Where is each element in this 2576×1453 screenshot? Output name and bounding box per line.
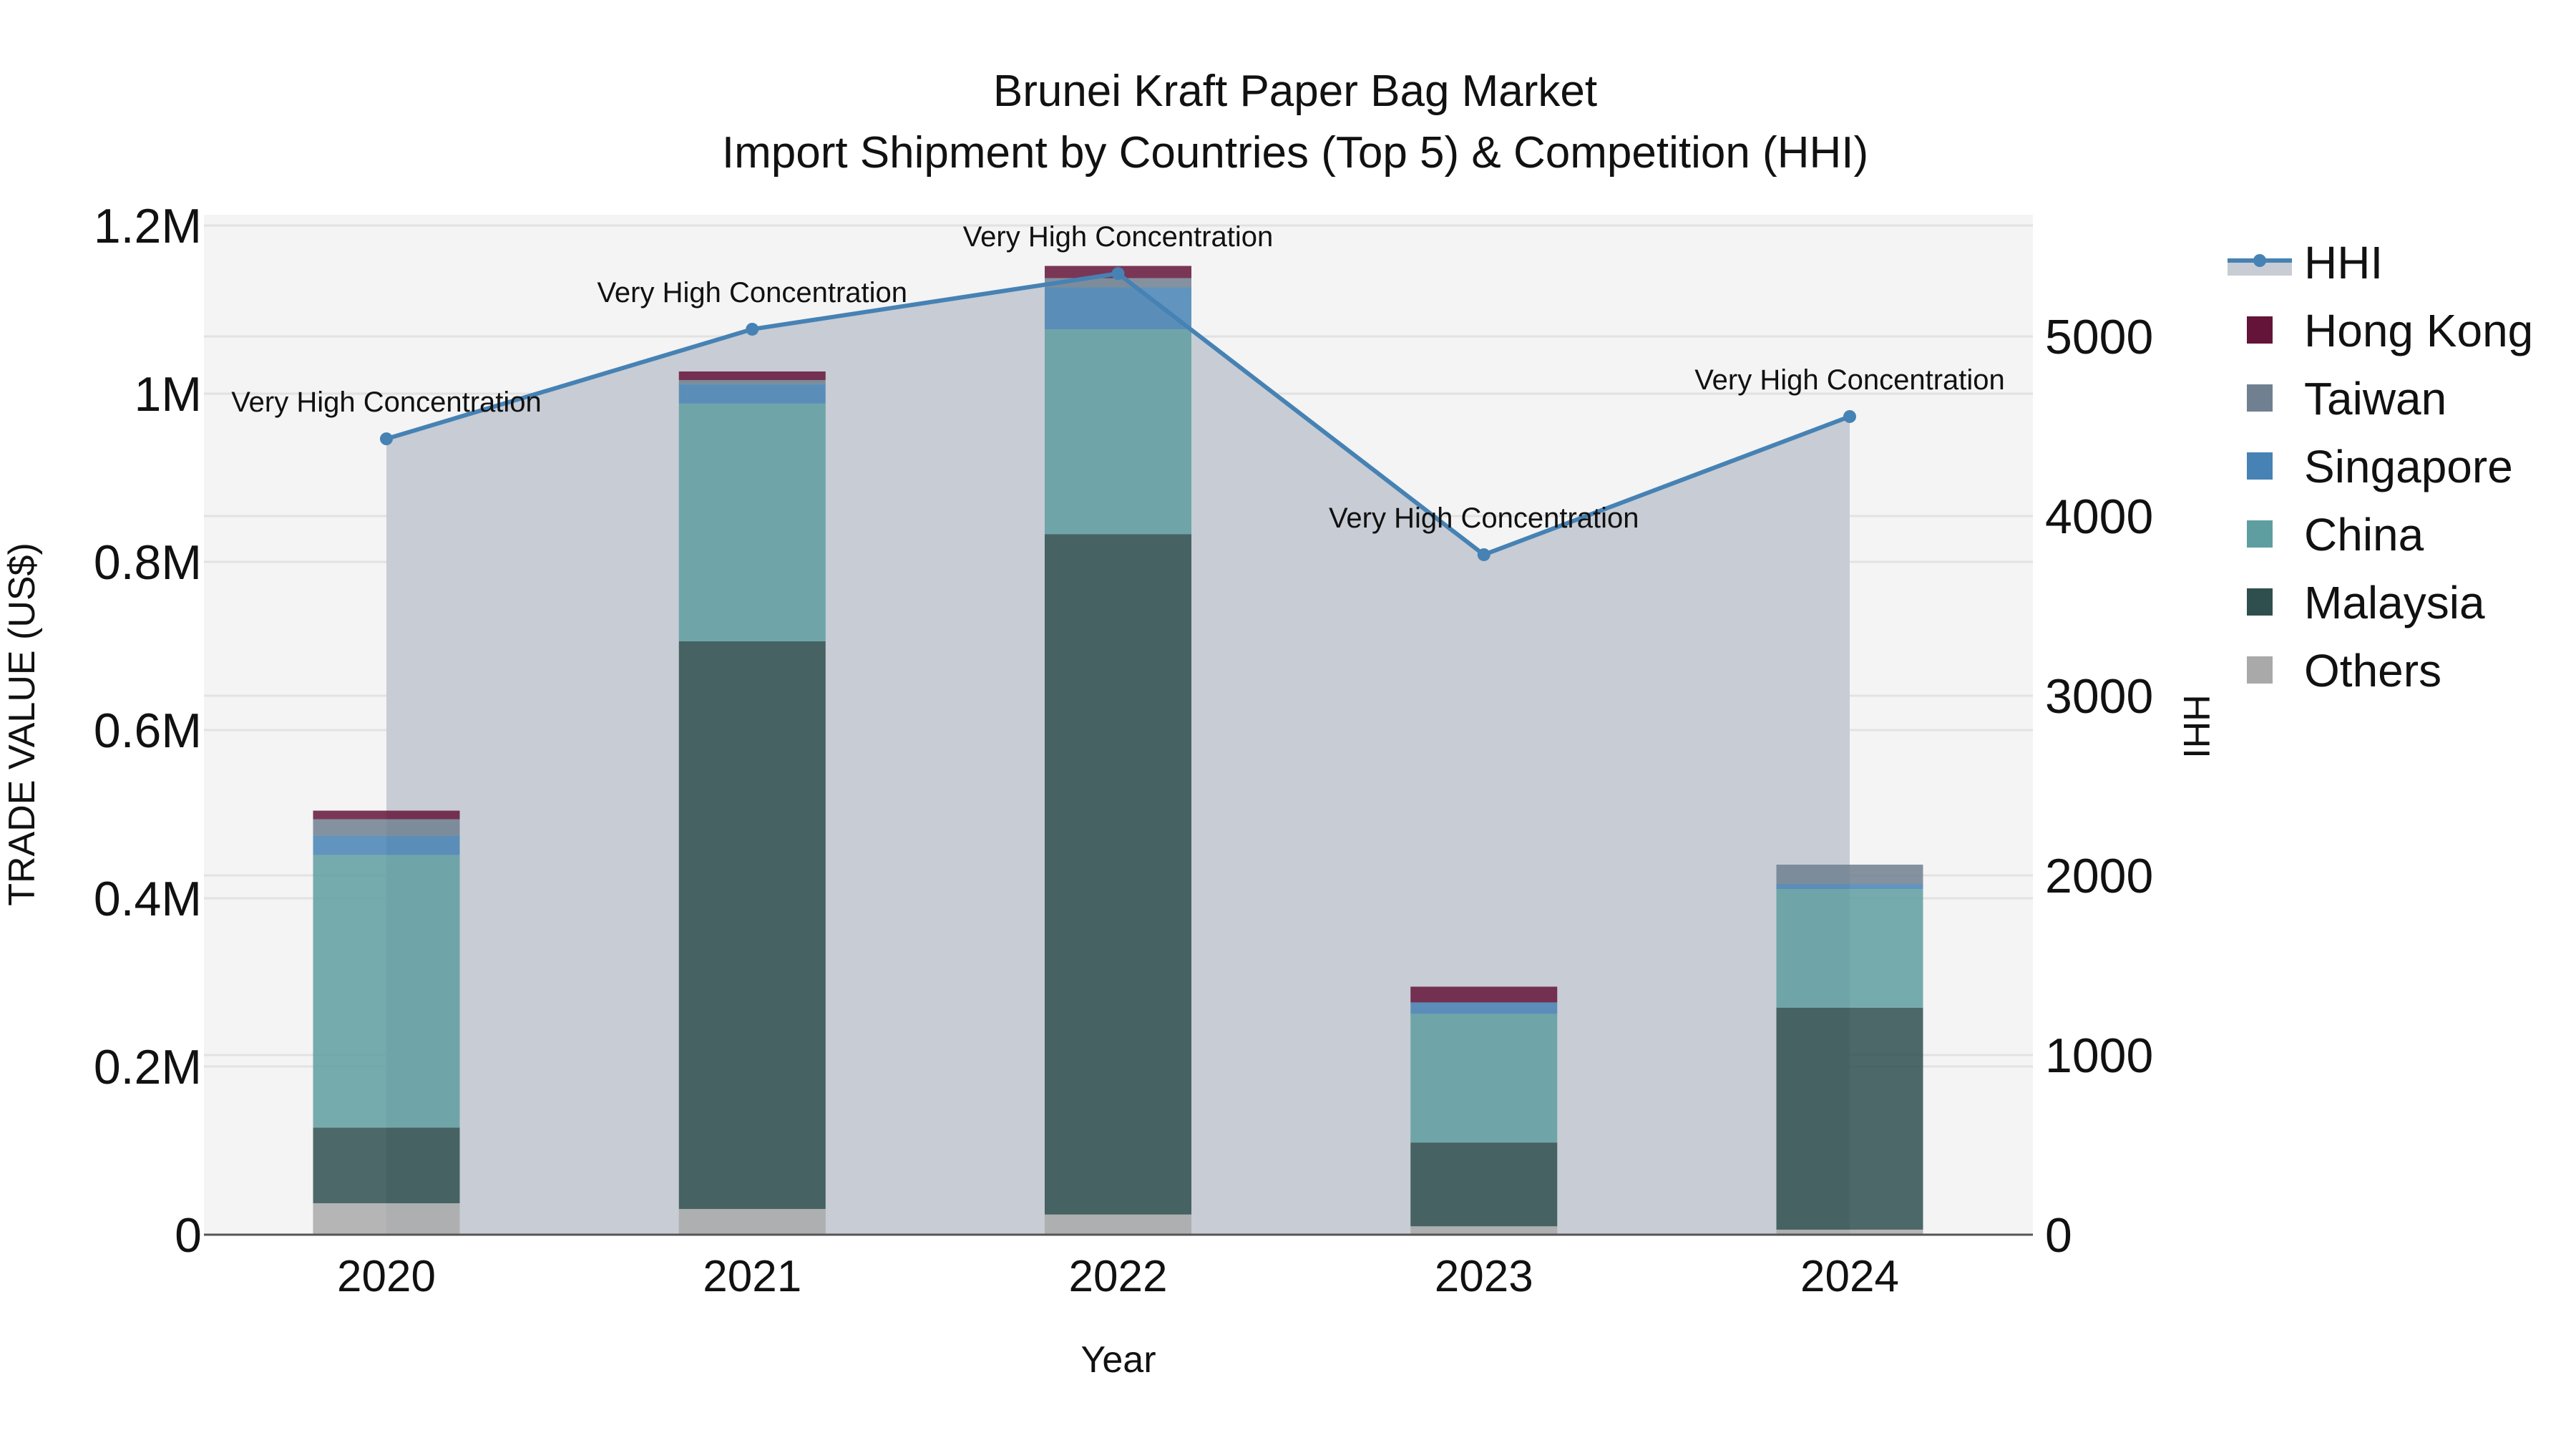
y-tick-right: 4000: [2045, 490, 2153, 544]
legend-item-hong-kong[interactable]: Hong Kong: [2247, 305, 2533, 356]
y-tick-left: 0.8M: [94, 535, 202, 590]
bar-stack-2022[interactable]: [1045, 266, 1191, 1235]
bar-segment-malaysia[interactable]: [1410, 1142, 1558, 1227]
bar-segment-taiwan[interactable]: [1776, 865, 1923, 885]
y-tick-right: 5000: [2045, 310, 2153, 364]
hhi-annotations: Very High Concentration Very High Concent…: [231, 221, 2005, 534]
bar-stack-2024[interactable]: [1776, 865, 1923, 1235]
hhi-marker[interactable]: [746, 322, 759, 336]
legend-swatch-icon: [2247, 588, 2273, 616]
legend-label: HHI: [2304, 237, 2383, 288]
bar-segment-china[interactable]: [1045, 329, 1191, 535]
hhi-legend-marker-icon: [2253, 254, 2266, 267]
bar-segment-singapore[interactable]: [1776, 884, 1923, 890]
legend-swatch-icon: [2247, 384, 2273, 412]
bar-segment-malaysia[interactable]: [678, 641, 826, 1210]
y-tick-right: 2000: [2045, 849, 2153, 903]
chart-title: Brunei Kraft Paper Bag Market: [993, 67, 1597, 116]
bar-segment-singapore[interactable]: [1045, 287, 1191, 330]
x-tick-2021: 2021: [703, 1252, 801, 1301]
bar-segment-china[interactable]: [1776, 889, 1923, 1008]
legend-label: China: [2304, 509, 2424, 560]
hhi-marker[interactable]: [1111, 267, 1125, 281]
bar-segment-singapore[interactable]: [1410, 1002, 1558, 1014]
y-tick-left: 0.6M: [94, 704, 202, 758]
y-tick-left: 1.2M: [94, 199, 202, 253]
y-axis-left-title: TRADE VALUE (US$): [1, 543, 43, 906]
legend-label: Singapore: [2304, 441, 2513, 492]
legend-item-singapore[interactable]: Singapore: [2247, 441, 2513, 492]
x-axis-title: Year: [1080, 1339, 1156, 1381]
x-tick-2023: 2023: [1435, 1252, 1533, 1301]
x-tick-2022: 2022: [1069, 1252, 1168, 1301]
legend-item-malaysia[interactable]: Malaysia: [2247, 577, 2485, 628]
bar-segment-china[interactable]: [313, 855, 460, 1128]
bar-segment-others[interactable]: [1776, 1229, 1923, 1235]
y-tick-left: 0: [175, 1208, 202, 1263]
bar-segment-others[interactable]: [313, 1203, 460, 1235]
hhi-legend-fill-icon: [2228, 261, 2292, 276]
legend-swatch-icon: [2247, 656, 2273, 684]
legend-label: Others: [2304, 645, 2441, 696]
hhi-annotation: Very High Concentration: [1329, 502, 1639, 534]
y-tick-left: 1M: [135, 367, 202, 422]
hhi-line: [380, 267, 1856, 561]
bar-segment-hong-kong[interactable]: [1410, 986, 1558, 1003]
x-axis-ticks: 2020 2021 2022 2023 2024: [337, 1252, 1899, 1301]
hhi-annotation: Very High Concentration: [963, 221, 1274, 253]
bar-segment-singapore[interactable]: [678, 384, 826, 404]
stacked-bars: [313, 266, 1923, 1235]
hhi-marker[interactable]: [380, 432, 393, 446]
legend-item-hhi[interactable]: HHI: [2228, 237, 2383, 288]
x-tick-2020: 2020: [337, 1252, 436, 1301]
legend-swatch-icon: [2247, 316, 2273, 344]
legend-item-china[interactable]: China: [2247, 509, 2424, 560]
bar-segment-others[interactable]: [1045, 1214, 1191, 1235]
bar-segment-malaysia[interactable]: [1045, 534, 1191, 1215]
bar-segment-taiwan[interactable]: [313, 819, 460, 836]
hhi-marker[interactable]: [1843, 409, 1856, 423]
bar-segment-hong-kong[interactable]: [313, 810, 460, 820]
y-tick-right: 1000: [2045, 1029, 2153, 1083]
x-tick-2024: 2024: [1800, 1252, 1899, 1301]
y-axis-left-ticks: 0 0.2M 0.4M 0.6M 0.8M 1M 1.2M: [94, 199, 202, 1263]
bar-segment-others[interactable]: [678, 1209, 826, 1235]
legend-swatch-icon: [2247, 520, 2273, 548]
y-tick-left: 0.4M: [94, 872, 202, 926]
y-tick-right: 3000: [2045, 669, 2153, 724]
bar-segment-others[interactable]: [1410, 1226, 1558, 1235]
bar-segment-china[interactable]: [1410, 1014, 1558, 1143]
legend-label: Malaysia: [2304, 577, 2485, 628]
hhi-marker[interactable]: [1477, 548, 1491, 561]
bar-segment-china[interactable]: [678, 403, 826, 641]
legend: HHI Hong Kong Taiwan Singapore China Malaysia…: [2228, 237, 2533, 696]
legend-label: Taiwan: [2304, 373, 2446, 424]
bar-stack-2021[interactable]: [678, 371, 826, 1235]
hhi-annotation: Very High Concentration: [231, 387, 542, 418]
legend-swatch-icon: [2247, 452, 2273, 480]
legend-item-others[interactable]: Others: [2247, 645, 2441, 696]
bar-segment-singapore[interactable]: [313, 835, 460, 855]
bar-stack-2020[interactable]: [313, 810, 460, 1235]
y-tick-right: 0: [2045, 1208, 2072, 1263]
bar-stack-2023[interactable]: [1410, 986, 1558, 1235]
legend-label: Hong Kong: [2304, 305, 2533, 356]
y-axis-right-ticks: 0 1000 2000 3000 4000 5000: [2045, 310, 2153, 1263]
bar-segment-malaysia[interactable]: [313, 1127, 460, 1204]
y-axis-right-title: HHI: [2175, 694, 2217, 759]
hhi-annotation: Very High Concentration: [1694, 364, 2005, 396]
y-tick-left: 0.2M: [94, 1040, 202, 1094]
bar-segment-taiwan[interactable]: [678, 379, 826, 384]
hhi-annotation: Very High Concentration: [597, 277, 907, 308]
bar-segment-hong-kong[interactable]: [678, 371, 826, 380]
bar-segment-malaysia[interactable]: [1776, 1007, 1923, 1230]
legend-item-taiwan[interactable]: Taiwan: [2247, 373, 2446, 424]
chart-subtitle: Import Shipment by Countries (Top 5) & C…: [722, 128, 1868, 178]
